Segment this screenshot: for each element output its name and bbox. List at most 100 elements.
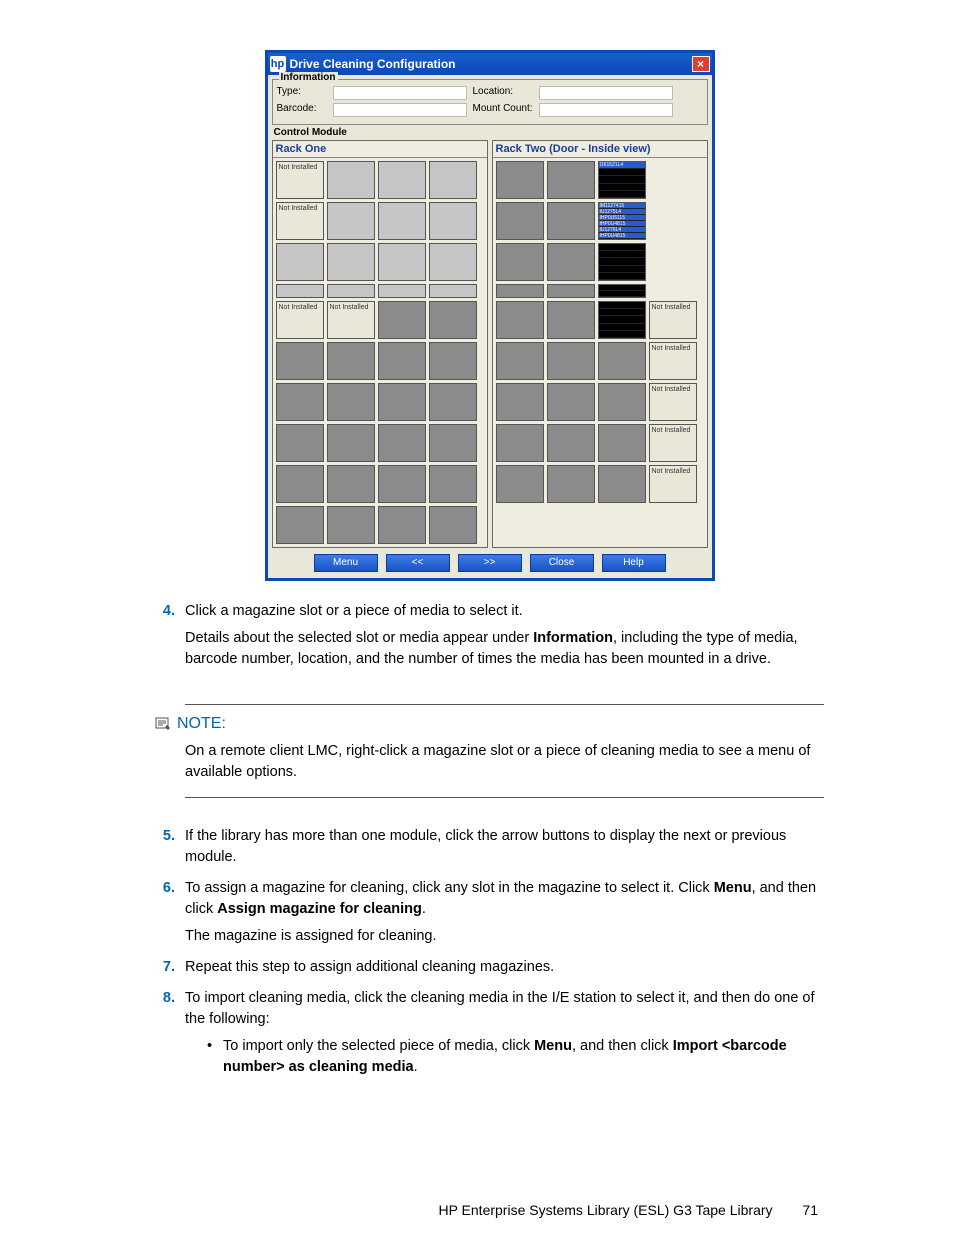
- magazine-slot[interactable]: [496, 243, 544, 281]
- media-slot[interactable]: I161521L4: [598, 161, 646, 199]
- information-fieldset: Information Type: Location: Barcode: Mou…: [272, 79, 708, 125]
- magazine-slot[interactable]: [429, 301, 477, 339]
- slot-not-installed[interactable]: Not Installed: [276, 301, 324, 339]
- empty: [649, 284, 697, 298]
- magazine-slot[interactable]: [429, 465, 477, 503]
- magazine-slot[interactable]: [429, 506, 477, 544]
- next-button[interactable]: >>: [458, 554, 522, 572]
- magazine-slot[interactable]: [496, 342, 544, 380]
- step-number: 5.: [155, 826, 185, 874]
- magazine-slot[interactable]: [378, 383, 426, 421]
- magazine-slot[interactable]: [276, 465, 324, 503]
- slot-not-installed[interactable]: Not Installed: [649, 301, 697, 339]
- magazine-slot[interactable]: [598, 383, 646, 421]
- step-text: To assign a magazine for cleaning, click…: [185, 878, 824, 920]
- help-button[interactable]: Help: [602, 554, 666, 572]
- magazine-slot[interactable]: [276, 284, 324, 298]
- magazine-slot[interactable]: [276, 383, 324, 421]
- close-icon[interactable]: ×: [692, 56, 710, 72]
- magazine-slot[interactable]: [429, 161, 477, 199]
- rack-two-header: Rack Two (Door - Inside view): [493, 141, 707, 158]
- media-slot[interactable]: [598, 301, 646, 339]
- magazine-slot[interactable]: [598, 342, 646, 380]
- step-7: 7. Repeat this step to assign additional…: [155, 957, 824, 984]
- magazine-slot[interactable]: [327, 342, 375, 380]
- media-slot[interactable]: IM1127415 IU1275L4 IHP0U5115 IHP0U4815 I…: [598, 202, 646, 240]
- magazine-slot[interactable]: [496, 161, 544, 199]
- magazine-slot[interactable]: [327, 424, 375, 462]
- magazine-slot[interactable]: [496, 424, 544, 462]
- magazine-slot[interactable]: [547, 243, 595, 281]
- tape-label: IHP0U4815: [599, 233, 645, 239]
- slot-not-installed[interactable]: Not Installed: [276, 202, 324, 240]
- magazine-slot[interactable]: [547, 424, 595, 462]
- magazine-slot[interactable]: [496, 383, 544, 421]
- step-number: 7.: [155, 957, 185, 984]
- page-footer: HP Enterprise Systems Library (ESL) G3 T…: [155, 1202, 824, 1218]
- magazine-slot[interactable]: [378, 342, 426, 380]
- step-6: 6. To assign a magazine for cleaning, cl…: [155, 878, 824, 953]
- magazine-slot[interactable]: [429, 284, 477, 298]
- magazine-slot[interactable]: [429, 342, 477, 380]
- magazine-slot[interactable]: [327, 506, 375, 544]
- step-number: 8.: [155, 988, 185, 1082]
- slot-not-installed[interactable]: Not Installed: [649, 465, 697, 503]
- magazine-slot[interactable]: [547, 465, 595, 503]
- slot-not-installed[interactable]: Not Installed: [649, 424, 697, 462]
- location-label: Location:: [467, 86, 539, 100]
- menu-button[interactable]: Menu: [314, 554, 378, 572]
- magazine-slot[interactable]: [276, 342, 324, 380]
- magazine-slot[interactable]: [378, 202, 426, 240]
- magazine-slot[interactable]: [429, 383, 477, 421]
- magazine-slot[interactable]: [598, 424, 646, 462]
- magazine-slot[interactable]: [547, 202, 595, 240]
- magazine-slot[interactable]: [327, 383, 375, 421]
- magazine-slot[interactable]: [429, 202, 477, 240]
- close-button[interactable]: Close: [530, 554, 594, 572]
- magazine-slot[interactable]: [327, 202, 375, 240]
- rack-two: Rack Two (Door - Inside view) I161521L4: [492, 140, 708, 548]
- magazine-slot[interactable]: [547, 301, 595, 339]
- magazine-slot[interactable]: [547, 161, 595, 199]
- magazine-slot[interactable]: [327, 161, 375, 199]
- mount-field: [539, 103, 673, 117]
- magazine-slot[interactable]: [496, 284, 544, 298]
- magazine-slot[interactable]: [276, 506, 324, 544]
- magazine-slot[interactable]: [378, 506, 426, 544]
- barcode-field: [333, 103, 467, 117]
- slot-not-installed[interactable]: Not Installed: [649, 383, 697, 421]
- magazine-slot[interactable]: [378, 465, 426, 503]
- magazine-slot[interactable]: [496, 301, 544, 339]
- info-legend: Information: [279, 72, 338, 83]
- slot-not-installed[interactable]: Not Installed: [327, 301, 375, 339]
- dialog-buttons: Menu << >> Close Help: [272, 548, 708, 574]
- magazine-slot[interactable]: [496, 465, 544, 503]
- magazine-slot[interactable]: [547, 383, 595, 421]
- page-number: 71: [802, 1202, 818, 1218]
- magazine-slot[interactable]: [429, 424, 477, 462]
- empty: [649, 243, 697, 281]
- magazine-slot[interactable]: [378, 243, 426, 281]
- media-slot[interactable]: [598, 284, 646, 298]
- magazine-slot[interactable]: [378, 161, 426, 199]
- magazine-slot[interactable]: [327, 284, 375, 298]
- magazine-slot[interactable]: [327, 465, 375, 503]
- magazine-slot[interactable]: [496, 202, 544, 240]
- prev-button[interactable]: <<: [386, 554, 450, 572]
- note-text: On a remote client LMC, right-click a ma…: [185, 741, 824, 783]
- magazine-slot[interactable]: [429, 243, 477, 281]
- media-slot[interactable]: [598, 243, 646, 281]
- magazine-slot[interactable]: [547, 284, 595, 298]
- slot-not-installed[interactable]: Not Installed: [276, 161, 324, 199]
- magazine-slot[interactable]: [378, 424, 426, 462]
- magazine-slot[interactable]: [378, 284, 426, 298]
- type-field: [333, 86, 467, 100]
- magazine-slot[interactable]: [378, 301, 426, 339]
- magazine-slot[interactable]: [327, 243, 375, 281]
- slot-not-installed[interactable]: Not Installed: [649, 342, 697, 380]
- dialog-title: Drive Cleaning Configuration: [290, 57, 692, 71]
- magazine-slot[interactable]: [276, 424, 324, 462]
- magazine-slot[interactable]: [598, 465, 646, 503]
- magazine-slot[interactable]: [276, 243, 324, 281]
- magazine-slot[interactable]: [547, 342, 595, 380]
